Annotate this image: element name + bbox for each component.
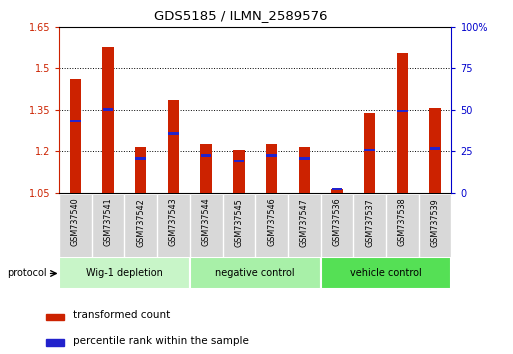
Text: GSM737543: GSM737543 bbox=[169, 198, 178, 246]
Bar bbox=[70, 120, 81, 122]
Bar bbox=[70, 79, 81, 193]
Bar bbox=[299, 147, 310, 193]
Text: GSM737539: GSM737539 bbox=[430, 198, 440, 246]
Bar bbox=[168, 132, 179, 135]
Bar bbox=[190, 257, 321, 289]
Bar bbox=[102, 47, 114, 193]
Bar bbox=[46, 314, 64, 320]
Text: GSM737540: GSM737540 bbox=[71, 198, 80, 246]
Bar bbox=[429, 108, 441, 193]
Bar bbox=[201, 144, 212, 193]
Bar bbox=[201, 154, 211, 157]
Bar bbox=[135, 157, 146, 160]
Text: negative control: negative control bbox=[215, 268, 295, 278]
Bar bbox=[46, 339, 64, 346]
Bar bbox=[397, 53, 408, 193]
Bar bbox=[397, 110, 408, 112]
Text: GDS5185 / ILMN_2589576: GDS5185 / ILMN_2589576 bbox=[154, 9, 328, 22]
Bar bbox=[103, 108, 113, 111]
Bar bbox=[266, 144, 278, 193]
Bar bbox=[299, 157, 309, 160]
Text: vehicle control: vehicle control bbox=[350, 268, 422, 278]
Bar bbox=[430, 147, 440, 150]
Text: GSM737542: GSM737542 bbox=[136, 198, 145, 246]
Bar bbox=[331, 189, 343, 193]
Text: GSM737536: GSM737536 bbox=[332, 198, 342, 246]
Text: GSM737541: GSM737541 bbox=[104, 198, 112, 246]
Text: GSM737547: GSM737547 bbox=[300, 198, 309, 246]
Bar bbox=[321, 257, 451, 289]
Text: GSM737537: GSM737537 bbox=[365, 198, 374, 246]
Text: GSM737538: GSM737538 bbox=[398, 198, 407, 246]
Text: GSM737544: GSM737544 bbox=[202, 198, 211, 246]
Text: GSM737545: GSM737545 bbox=[234, 198, 243, 246]
Bar bbox=[233, 160, 244, 162]
Text: percentile rank within the sample: percentile rank within the sample bbox=[73, 336, 248, 346]
Bar bbox=[59, 257, 190, 289]
Text: protocol: protocol bbox=[7, 268, 46, 278]
Bar bbox=[332, 188, 342, 190]
Bar bbox=[364, 149, 375, 151]
Bar bbox=[364, 113, 376, 193]
Text: transformed count: transformed count bbox=[73, 310, 170, 320]
Bar bbox=[135, 147, 147, 193]
Bar bbox=[266, 154, 277, 157]
Bar bbox=[168, 100, 179, 193]
Text: GSM737546: GSM737546 bbox=[267, 198, 276, 246]
Text: Wig-1 depletion: Wig-1 depletion bbox=[86, 268, 163, 278]
Bar bbox=[233, 150, 245, 193]
